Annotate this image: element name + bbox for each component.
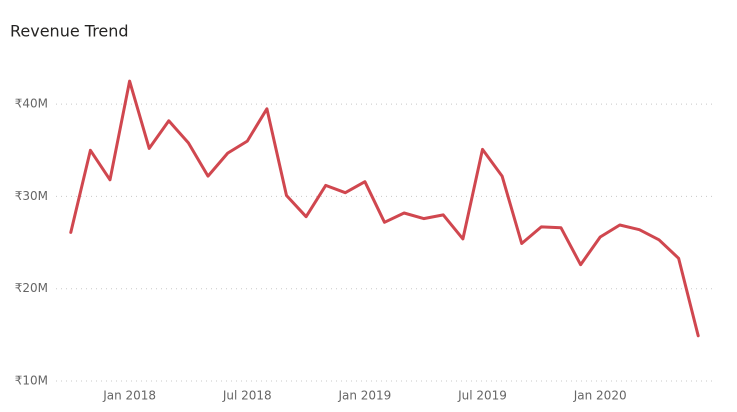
x-tick-label: Jul 2018: [222, 389, 272, 403]
x-tick-label: Jan 2018: [102, 389, 156, 403]
chart-title: Revenue Trend: [10, 22, 129, 41]
line: [69, 79, 700, 338]
x-tick-label: Jul 2019: [457, 389, 507, 403]
x-tick-label: Jan 2019: [337, 389, 391, 403]
y-tick-label: ₹20M: [15, 281, 48, 295]
y-tick-label: ₹10M: [15, 374, 48, 388]
y-tick-label: ₹30M: [15, 189, 48, 203]
x-tick-label: Jan 2020: [573, 389, 627, 403]
y-tick-label: ₹40M: [15, 97, 48, 111]
